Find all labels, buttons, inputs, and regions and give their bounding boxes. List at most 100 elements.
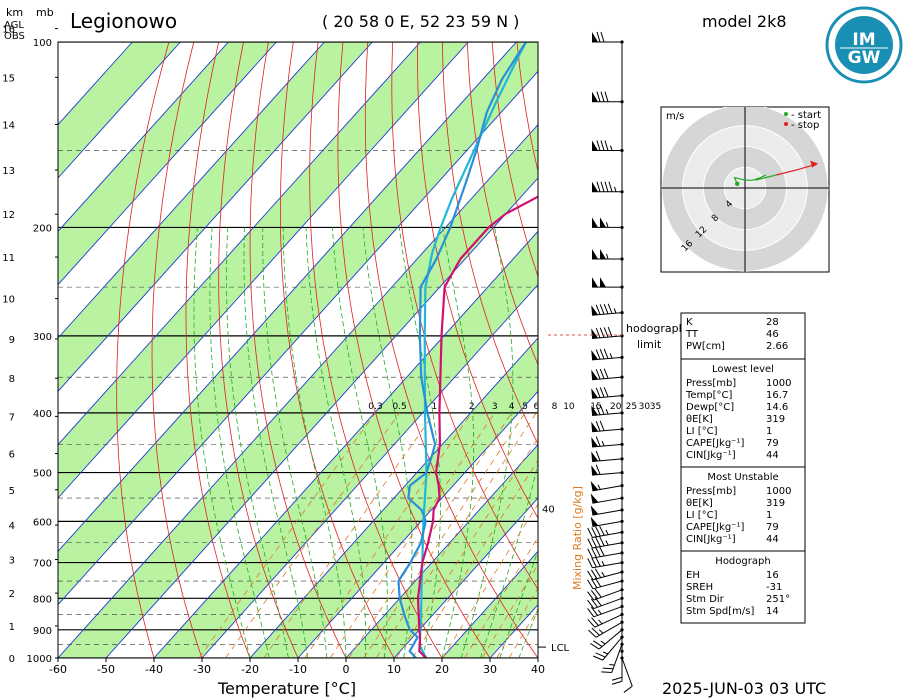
dry-adiabat-line	[116, 42, 170, 658]
mixing-ratio-line	[304, 412, 473, 658]
wind-barb-full	[599, 327, 605, 338]
wind-barb-flag	[591, 305, 599, 316]
wind-barb-staff	[611, 644, 623, 673]
height-tick-label: 0	[9, 654, 15, 665]
wind-barb-full	[599, 420, 605, 431]
dry-adiabat-line	[279, 42, 395, 658]
wind-barb-full	[600, 140, 605, 151]
wind-barb-flag	[591, 388, 599, 399]
wind-barb-full	[599, 536, 605, 547]
wind-barb-flag	[592, 248, 598, 259]
wind-barb-full	[599, 368, 605, 379]
moist-adiabat-line	[193, 227, 251, 658]
wind-barb-staff	[592, 542, 623, 549]
dry-adiabat-line	[249, 42, 347, 658]
wind-barb-flag	[592, 277, 598, 288]
wind-barb-full	[594, 568, 602, 578]
wind-barb	[591, 450, 624, 462]
wind-barb-half	[601, 440, 605, 447]
mixing-ratio-label: 2	[469, 402, 475, 412]
wind-barb-full	[596, 31, 601, 43]
height-tick-label: 9	[9, 335, 15, 346]
isotherm-line	[441, 550, 538, 658]
hodograph-stop-point	[810, 160, 819, 168]
index-name: Temp[°C]	[685, 390, 733, 401]
axes: -60 -50 -40 -30 -20 -10 0 10 20 30 401002003004005…	[2, 25, 569, 676]
moist-adiabat-line	[518, 607, 538, 658]
moist-adiabat-line	[332, 227, 388, 658]
pressure-tick-label: 500	[33, 469, 52, 480]
isotherm-line	[58, 42, 325, 339]
indices-box-title: Lowest level	[712, 364, 774, 375]
mixing-ratio-line	[329, 412, 496, 658]
index-value: 28	[766, 317, 779, 328]
wind-barb-full	[601, 671, 612, 673]
hodograph-unit: m/s	[666, 111, 684, 122]
index-value: 1	[766, 426, 772, 437]
wind-barb	[592, 635, 624, 661]
index-name: Stm Dir	[686, 594, 725, 605]
mixing-ratio-line	[442, 503, 538, 658]
wind-barb-staff	[592, 531, 623, 538]
height-tick-label: 3	[9, 555, 15, 566]
wind-barb-full	[595, 464, 601, 475]
index-name: CIN[Jkg⁻¹]	[686, 534, 736, 545]
start-marker-icon	[784, 112, 788, 116]
wind-barb-flag	[590, 480, 599, 491]
height-tick-label: 1	[9, 622, 15, 633]
indices-box	[680, 358, 806, 468]
legend-start: - start	[791, 110, 821, 121]
index-value: 1000	[766, 378, 791, 389]
wind-barb	[587, 577, 624, 590]
dry-adiabat-line	[442, 42, 538, 445]
dry-adiabat-line	[185, 42, 251, 658]
dry-adiabat-line	[466, 42, 538, 366]
moist-adiabat-line	[305, 227, 367, 658]
wind-barb-flag	[591, 328, 599, 339]
wind-barb	[590, 516, 624, 528]
wind-barb-full	[591, 537, 597, 548]
wind-barb-half	[609, 353, 613, 359]
index-value: 319	[766, 498, 785, 509]
wind-barb-full	[608, 181, 613, 192]
x-tick-label: -30	[193, 663, 211, 676]
lcl-label: LCL	[551, 643, 570, 654]
wind-barb	[611, 649, 624, 685]
wind-barb	[591, 420, 624, 433]
index-value: 16	[766, 570, 779, 581]
wind-barb-flag	[592, 217, 598, 228]
pressure-tick-label: 800	[33, 594, 52, 605]
wind-barb-staff	[592, 395, 623, 399]
index-value: 14.6	[766, 402, 788, 413]
wind-barb-full	[595, 537, 601, 547]
isotherm-band	[58, 42, 538, 605]
wind-barb-half	[601, 571, 606, 577]
indices-box	[680, 466, 806, 552]
wind-barb	[592, 140, 624, 153]
mixing-ratio-label: 10	[563, 402, 575, 412]
wind-barb-full	[623, 685, 633, 693]
mixing-ratio-line	[375, 412, 537, 658]
hodograph-limit-word: limit	[637, 338, 662, 351]
wind-barb-staff	[592, 552, 623, 559]
moist-adiabat-line	[499, 549, 538, 658]
wind-barb-flag	[592, 140, 598, 151]
wind-barb	[590, 628, 624, 650]
index-name: Dewp[°C]	[686, 402, 734, 413]
x-tick-label: 30	[483, 663, 497, 676]
wind-barb-staff	[592, 571, 623, 581]
mb-label: mb	[36, 6, 54, 19]
height-tick-label: 4	[9, 521, 15, 532]
mixing-ratio-label: 15	[590, 402, 601, 412]
index-value: 251°	[766, 594, 790, 605]
wind-barb-full	[587, 548, 593, 559]
wind-barb-full	[596, 91, 601, 102]
mixing-ratio-label: 0.5	[392, 402, 406, 412]
moist-adiabat-line	[226, 227, 289, 658]
hodograph-limit-label: hodograph	[626, 322, 686, 335]
wind-barb-staff	[593, 589, 623, 601]
wind-barb-full	[587, 558, 593, 569]
wind-barb-full	[588, 629, 597, 638]
agl-label: AGL	[4, 20, 24, 31]
mixing-ratio-label: 6	[533, 402, 539, 412]
